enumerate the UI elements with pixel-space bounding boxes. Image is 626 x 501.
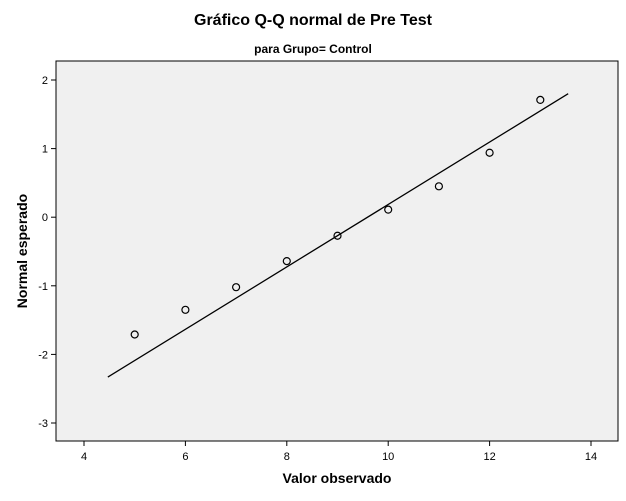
- y-tick-label: -1: [38, 281, 48, 293]
- data-points: [130, 95, 545, 339]
- y-tick-label: -2: [38, 349, 48, 361]
- y-tick-label: -3: [38, 418, 48, 430]
- y-axis-ticks: 2 1 0 -1 -2 -3: [38, 75, 56, 430]
- data-point-marker: [434, 182, 443, 191]
- x-tick-label: 12: [483, 451, 495, 463]
- data-point-marker: [384, 205, 393, 214]
- data-point-marker: [282, 257, 291, 266]
- data-point-marker: [333, 231, 342, 240]
- data-point-marker: [130, 330, 139, 339]
- data-point-marker: [485, 148, 494, 157]
- plot-area: [55, 60, 619, 442]
- x-axis-ticks: 4 6 8 10 12 14: [81, 441, 597, 463]
- y-tick-label: 2: [42, 75, 48, 87]
- data-point-marker: [232, 283, 241, 292]
- chart-title: Gráfico Q-Q normal de Pre Test: [194, 12, 432, 29]
- data-point-marker: [181, 305, 190, 314]
- x-tick-label: 8: [284, 451, 290, 463]
- x-tick-label: 10: [382, 451, 394, 463]
- x-axis-label: Valor observado: [282, 470, 392, 486]
- x-tick-label: 14: [585, 451, 597, 463]
- reference-line: [107, 93, 569, 378]
- data-point-marker: [536, 95, 545, 104]
- y-tick-label: 0: [42, 212, 48, 224]
- chart-subtitle: para Grupo= Control: [254, 42, 372, 56]
- y-tick-label: 1: [42, 144, 48, 156]
- x-tick-label: 6: [182, 451, 188, 463]
- x-tick-label: 4: [81, 451, 87, 463]
